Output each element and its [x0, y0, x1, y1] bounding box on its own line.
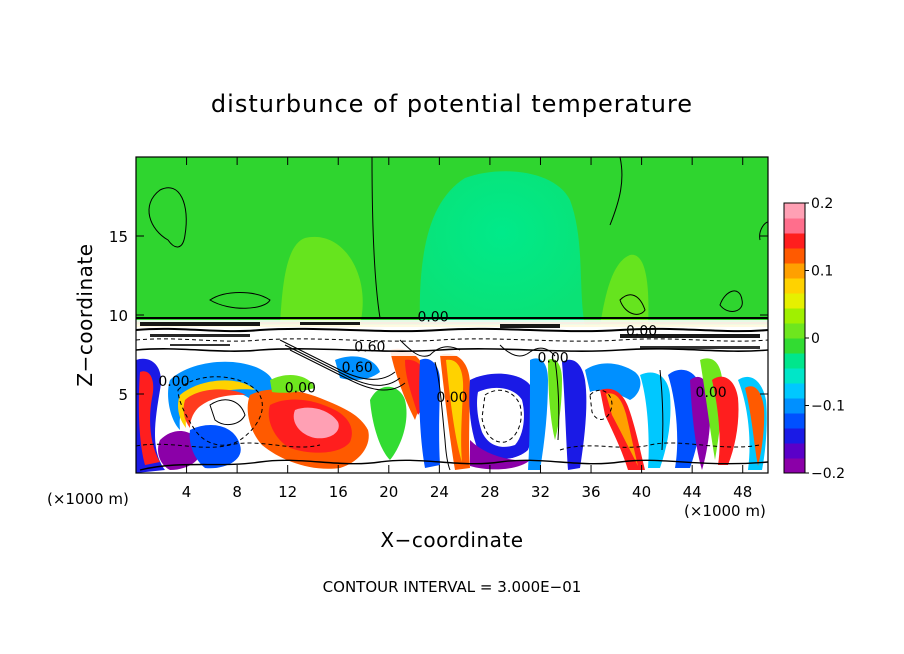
colorbar-swatch	[784, 458, 805, 474]
contour-label: 0.00	[436, 390, 467, 406]
contour-label: 0.00	[158, 374, 189, 390]
colorbar-swatch	[784, 203, 805, 219]
colorbar-tick-label: 0	[811, 331, 820, 347]
x-tick-label: 20	[379, 483, 398, 501]
contour-label: 0.00	[538, 350, 569, 366]
colorbar-swatch	[784, 293, 805, 309]
boundary-noise	[140, 322, 760, 349]
x-tick-label: 44	[683, 483, 702, 501]
x-tick-label: 48	[733, 483, 752, 501]
x-unit-right: (×1000 m)	[684, 502, 766, 520]
warm-region-left	[280, 236, 363, 326]
colorbar-swatch	[784, 428, 805, 444]
warm-region-right	[600, 254, 649, 326]
colorbar-swatch	[784, 353, 805, 369]
contour-label: 0.60	[354, 339, 385, 355]
x-axis-label: X−coordinate	[380, 528, 523, 552]
colorbar-swatch	[784, 368, 805, 384]
colorbar-swatch	[784, 263, 805, 279]
x-tick-label: 36	[581, 483, 600, 501]
cool-plume-region	[419, 171, 585, 326]
contour-label: 0.00	[626, 324, 657, 340]
contour-lines	[136, 157, 768, 471]
contour-label: 0.00	[285, 380, 316, 396]
x-tick-label: 40	[632, 483, 651, 501]
plot-field	[136, 157, 768, 473]
colorbar-swatch	[784, 413, 805, 429]
x-axis-ticks: 4 8 12 16 20 24 28 32 36 40 44 48	[182, 157, 752, 501]
convection-cells	[136, 348, 767, 473]
colorbar-swatch	[784, 233, 805, 249]
x-tick-label: 24	[430, 483, 449, 501]
colorbar-swatch	[784, 383, 805, 399]
colorbar-swatch	[784, 308, 805, 324]
colorbar-swatch	[784, 323, 805, 339]
y-axis-ticks: 5 10 15	[109, 228, 768, 404]
contour-labels: 0.00 0.60 0.60 0.00 0.00 0.00 0.00 0.00 0.00	[158, 309, 726, 406]
x-unit-left: (×1000 m)	[47, 490, 129, 508]
colorbar-tick-label: 0.1	[811, 264, 833, 280]
colorbar-swatch	[784, 398, 805, 414]
contour-interval-note: CONTOUR INTERVAL = 3.000E−01	[323, 578, 582, 596]
contour-label: 0.00	[696, 385, 727, 401]
chart-title: disturbunce of potential temperature	[211, 90, 693, 118]
contour-label: 0.60	[342, 360, 373, 376]
x-tick-label: 4	[182, 483, 192, 501]
y-axis-label: Z−coordinate	[73, 243, 97, 386]
colorbar-swatch	[784, 338, 805, 354]
colorbar-swatch	[784, 248, 805, 264]
colorbar-swatch	[784, 278, 805, 294]
y-tick-label: 10	[109, 307, 128, 325]
y-tick-label: 5	[118, 386, 128, 404]
colorbar-tick-label: −0.2	[811, 466, 845, 482]
colorbar-ticks: 0.2 0.1 0 −0.1 −0.2	[805, 196, 845, 482]
colorbar-swatch	[784, 218, 805, 234]
x-tick-label: 16	[329, 483, 348, 501]
x-tick-label: 12	[278, 483, 297, 501]
colorbar	[784, 203, 805, 474]
colorbar-tick-label: 0.2	[811, 196, 833, 212]
x-tick-label: 8	[232, 483, 242, 501]
x-tick-label: 32	[531, 483, 550, 501]
colorbar-tick-label: −0.1	[811, 399, 845, 415]
colorbar-swatch	[784, 443, 805, 459]
y-tick-label: 15	[109, 228, 128, 246]
x-tick-label: 28	[480, 483, 499, 501]
contour-label: 0.00	[417, 309, 448, 325]
